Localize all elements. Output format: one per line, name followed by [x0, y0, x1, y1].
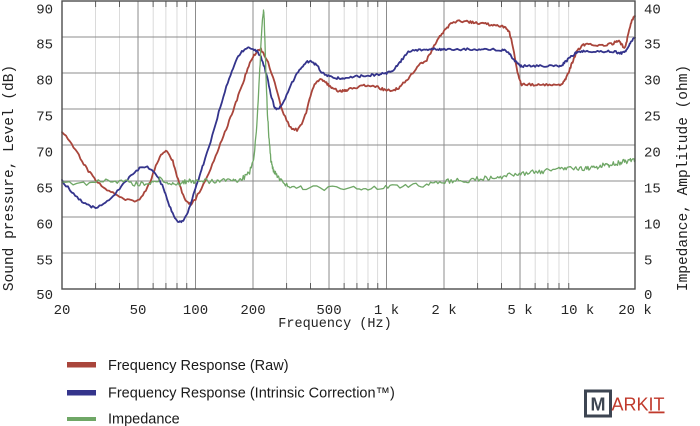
svg-text:80: 80 [36, 74, 53, 90]
svg-text:15: 15 [644, 182, 661, 198]
svg-text:90: 90 [36, 3, 53, 19]
svg-text:200: 200 [240, 303, 265, 319]
svg-text:100: 100 [183, 303, 208, 319]
svg-text:85: 85 [36, 38, 53, 54]
svg-text:40: 40 [644, 3, 661, 19]
svg-text:30: 30 [644, 74, 661, 90]
svg-text:75: 75 [36, 110, 53, 126]
svg-text:50: 50 [130, 303, 147, 319]
svg-text:35: 35 [644, 38, 661, 54]
svg-text:Frequency Response (Raw): Frequency Response (Raw) [108, 358, 289, 374]
svg-text:20: 20 [54, 303, 71, 319]
svg-text:Frequency Response (Intrinsic: Frequency Response (Intrinsic Correction… [108, 386, 395, 402]
svg-text:5 k: 5 k [507, 303, 532, 319]
svg-text:Sound pressure, Level (dB): Sound pressure, Level (dB) [2, 65, 18, 291]
svg-text:Frequency (Hz): Frequency (Hz) [278, 317, 391, 332]
svg-text:50: 50 [36, 288, 53, 304]
svg-text:60: 60 [36, 218, 53, 234]
svg-text:20 k: 20 k [618, 303, 652, 319]
svg-text:2 k: 2 k [431, 303, 456, 319]
svg-text:70: 70 [36, 146, 53, 162]
svg-text:M: M [591, 395, 606, 415]
svg-text:Impedance: Impedance [108, 412, 180, 426]
svg-text:10: 10 [644, 218, 661, 234]
svg-text:Impedance, Amplitude (ohm): Impedance, Amplitude (ohm) [676, 65, 692, 291]
svg-text:5: 5 [644, 254, 652, 270]
svg-text:65: 65 [36, 182, 53, 198]
svg-text:10 k: 10 k [561, 303, 595, 319]
svg-text:20: 20 [644, 146, 661, 162]
svg-text:25: 25 [644, 110, 661, 126]
svg-text:ARKIT: ARKIT [612, 395, 665, 415]
svg-text:0: 0 [644, 288, 652, 304]
svg-text:55: 55 [36, 254, 53, 270]
